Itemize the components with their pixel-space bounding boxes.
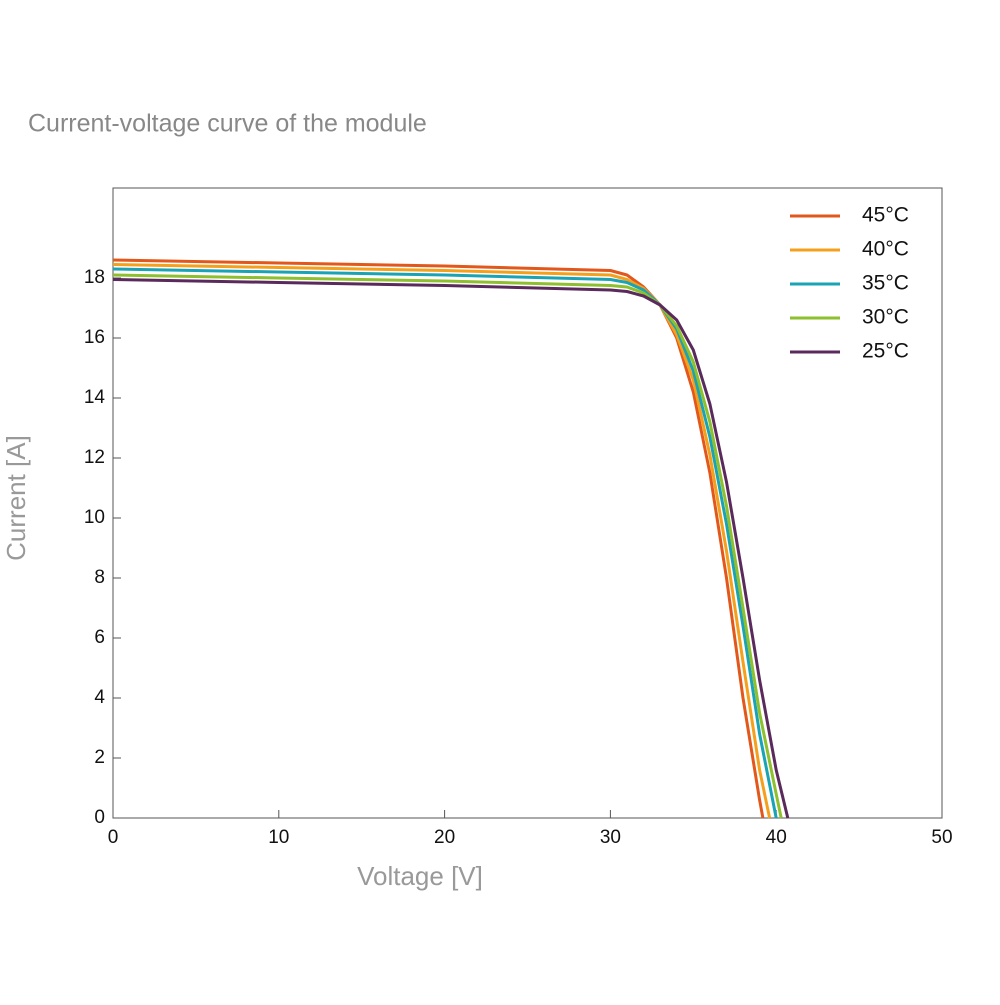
series-line: [112, 263, 772, 819]
legend-label: 40°C: [862, 238, 909, 261]
y-tick-label: 12: [84, 447, 105, 468]
y-tick-label: 10: [84, 507, 105, 528]
x-tick-label: 10: [268, 827, 289, 848]
x-tick-label: 30: [600, 827, 621, 848]
y-tick-label: 16: [84, 327, 105, 348]
series-line: [112, 273, 783, 819]
y-tick-label: 2: [94, 747, 105, 768]
x-tick-label: 40: [766, 827, 787, 848]
legend-label: 45°C: [862, 204, 909, 227]
y-tick-label: 6: [94, 627, 105, 648]
x-axis-label: Voltage [V]: [357, 861, 483, 891]
series-line: [112, 278, 790, 819]
chart-title: Current-voltage curve of the module: [28, 110, 427, 138]
y-tick-label: 18: [84, 267, 105, 288]
legend-label: 30°C: [862, 306, 909, 329]
x-tick-label: 0: [108, 827, 119, 848]
y-tick-label: 14: [84, 387, 106, 408]
legend-label: 25°C: [862, 340, 909, 363]
x-tick-label: 20: [434, 827, 455, 848]
y-tick-label: 8: [94, 567, 105, 588]
x-tick-label: 50: [931, 827, 952, 848]
legend-label: 35°C: [862, 272, 909, 295]
series-line: [112, 267, 778, 819]
y-tick-label: 0: [94, 807, 105, 828]
y-axis-label: Current [A]: [1, 435, 31, 561]
series-line: [112, 258, 765, 819]
y-tick-label: 4: [94, 687, 105, 708]
plot-frame: [112, 187, 943, 819]
